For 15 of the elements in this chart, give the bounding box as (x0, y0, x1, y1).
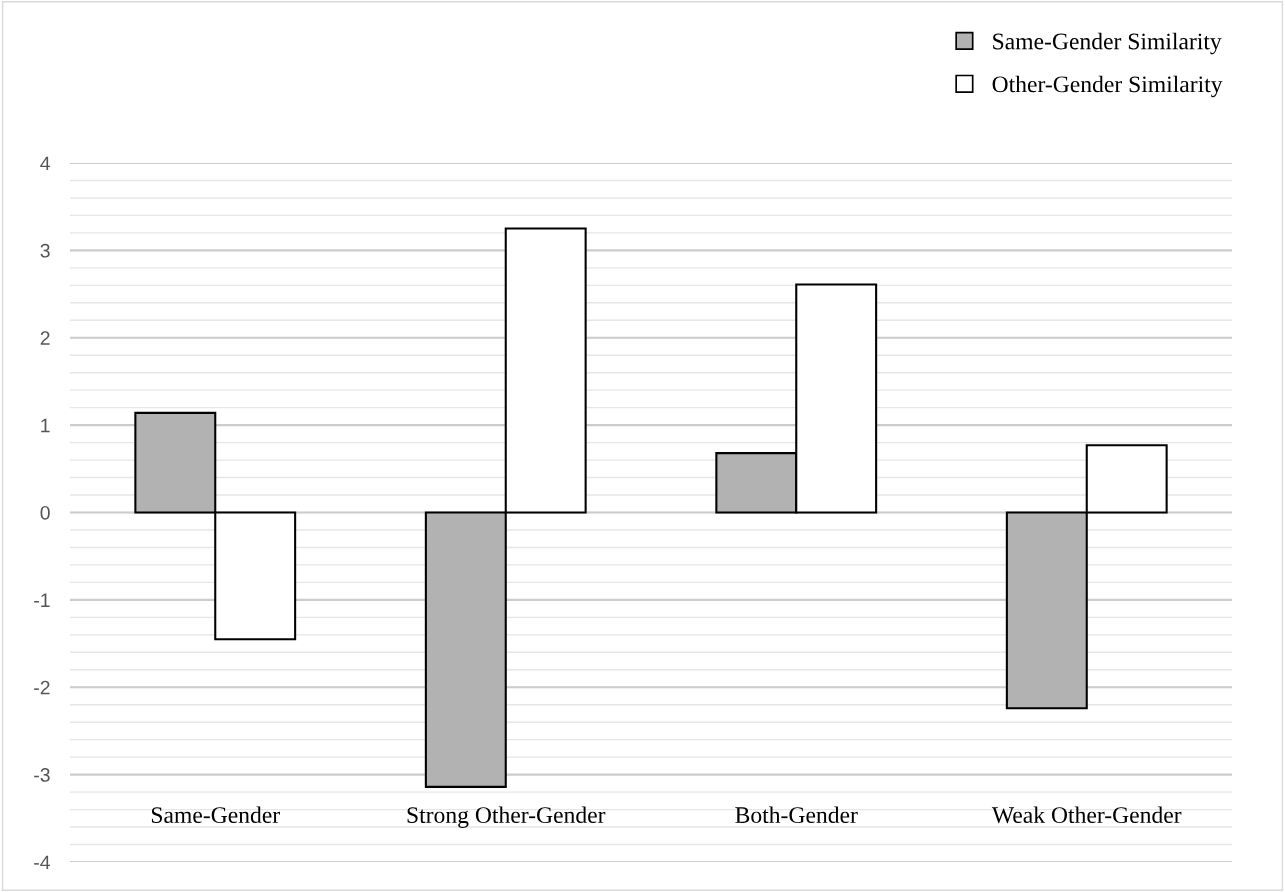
legend-label: Other-Gender Similarity (992, 75, 1223, 98)
y-tick-label: 3 (40, 243, 50, 258)
x-tick-label: Both-Gender (735, 806, 858, 824)
y-tick-label: -3 (34, 768, 50, 782)
y-tick-label: -4 (34, 855, 50, 870)
legend-label: Same-Gender Similarity (993, 32, 1222, 55)
y-tick-label: -1 (34, 593, 50, 607)
y-tick-label: 0 (40, 505, 50, 520)
x-tick-label: Strong Other-Gender (407, 806, 606, 828)
y-tick-label: 2 (40, 331, 50, 345)
y-tick-label: -2 (34, 680, 50, 695)
x-tick-label: Weak Other-Gender (991, 806, 1182, 824)
y-tick-label: 1 (41, 418, 50, 433)
x-tick-label: Same-Gender (151, 806, 280, 824)
y-tick-label: 4 (40, 156, 50, 171)
